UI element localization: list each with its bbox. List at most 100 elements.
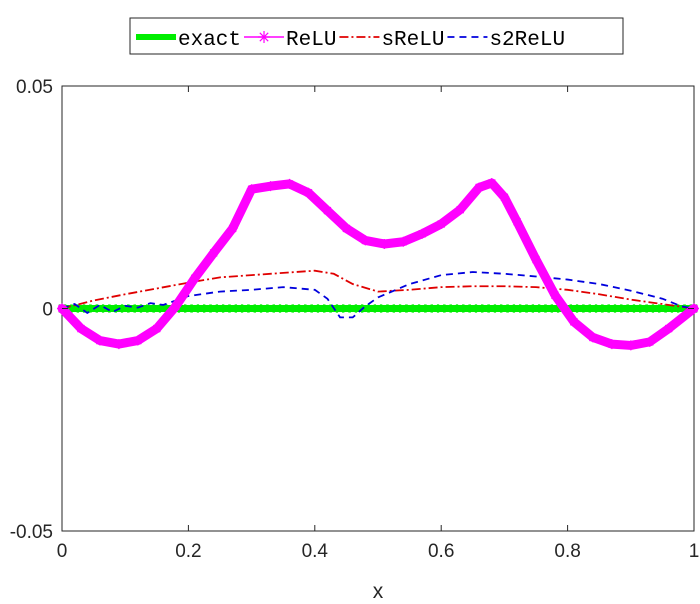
series-point: [399, 304, 407, 313]
series-point: [412, 304, 420, 313]
y-tick-label: -0.05: [10, 522, 53, 543]
series-point: [380, 304, 388, 313]
series-point: [545, 304, 553, 313]
legend-label: exact: [178, 29, 241, 52]
series-point: [488, 304, 496, 313]
series-point: [443, 304, 452, 313]
series-point: [241, 304, 249, 313]
series-point: [387, 304, 395, 313]
x-tick-label: 0: [57, 541, 68, 562]
series-point: [285, 304, 294, 313]
series-point: [151, 323, 162, 334]
series-point: [227, 223, 238, 234]
series-point: [551, 304, 559, 313]
legend-marker: [258, 31, 271, 43]
series-point: [620, 304, 629, 313]
series-point: [475, 304, 483, 313]
series-point: [393, 304, 401, 313]
legend-label: s2ReLU: [489, 29, 565, 52]
x-tick-label: 0.8: [554, 541, 580, 562]
series-point: [349, 304, 357, 313]
series-point: [322, 205, 333, 216]
series-point: [481, 304, 489, 313]
series-point: [208, 247, 219, 258]
series-point: [368, 304, 376, 313]
series-point: [437, 304, 445, 313]
series-point: [663, 323, 674, 334]
series-point: [273, 304, 281, 313]
series-point: [633, 304, 641, 313]
series-point: [587, 332, 598, 343]
series-point: [203, 304, 211, 313]
series-point: [583, 304, 591, 313]
series-point: [189, 273, 200, 284]
series-point: [132, 335, 143, 346]
series-point: [436, 218, 447, 229]
series-point: [298, 304, 306, 313]
series-point: [499, 192, 510, 203]
series-point: [216, 304, 224, 313]
series-point: [417, 228, 428, 239]
series-point: [184, 304, 192, 313]
series-point: [450, 304, 458, 313]
series-point: [75, 323, 86, 334]
series-point: [456, 304, 464, 313]
series-point: [595, 304, 603, 313]
series-point: [494, 304, 502, 313]
series-point: [284, 178, 295, 189]
series-point: [317, 304, 325, 313]
legend: exact ReLU sReLU s2ReLU: [129, 17, 624, 55]
series-point: [627, 304, 635, 313]
series-s2relu: [61, 271, 695, 319]
series-point: [197, 304, 205, 313]
series-point: [398, 236, 409, 247]
legend-item-s2relu: s2ReLU: [447, 29, 565, 52]
legend-label: ReLU: [286, 29, 336, 52]
series-point: [455, 204, 466, 215]
y-tick-label: 0: [42, 300, 53, 321]
series-point: [311, 304, 319, 313]
series-point: [113, 339, 124, 350]
series-point: [229, 304, 237, 313]
series-point: [431, 304, 439, 313]
series-point: [418, 304, 426, 313]
series-point: [549, 290, 560, 301]
series-point: [304, 304, 313, 313]
x-axis-title: x: [373, 580, 384, 603]
legend-item-srelu: sReLU: [339, 29, 444, 52]
series-line-srelu: [61, 269, 695, 310]
x-tick-label: 1: [689, 541, 700, 562]
series-point: [532, 304, 540, 313]
series-layer: [57, 178, 699, 351]
series-point: [462, 304, 471, 313]
series-point: [323, 304, 331, 313]
series-point: [646, 304, 654, 313]
series-point: [222, 304, 230, 313]
series-point: [342, 304, 350, 313]
series-point: [469, 304, 477, 313]
series-point: [77, 304, 85, 313]
series-point: [512, 216, 523, 227]
series-exact: [58, 304, 698, 313]
series-line-s2relu: [61, 271, 695, 319]
series-point: [589, 304, 597, 313]
series-point: [303, 187, 314, 198]
series-point: [210, 304, 218, 313]
series-point: [531, 254, 541, 265]
series-point: [254, 304, 262, 313]
series-point: [507, 304, 515, 313]
series-point: [235, 304, 243, 313]
series-point: [513, 304, 521, 313]
series-point: [292, 304, 300, 313]
series-point: [568, 316, 579, 327]
legend-item-relu: ReLU: [244, 29, 336, 52]
series-point: [570, 304, 578, 313]
series-point: [526, 304, 534, 313]
series-point: [170, 301, 181, 312]
series-point: [606, 339, 617, 350]
legend-item-exact: exact: [136, 29, 241, 52]
series-point: [625, 340, 636, 351]
legend-box: [129, 17, 624, 55]
